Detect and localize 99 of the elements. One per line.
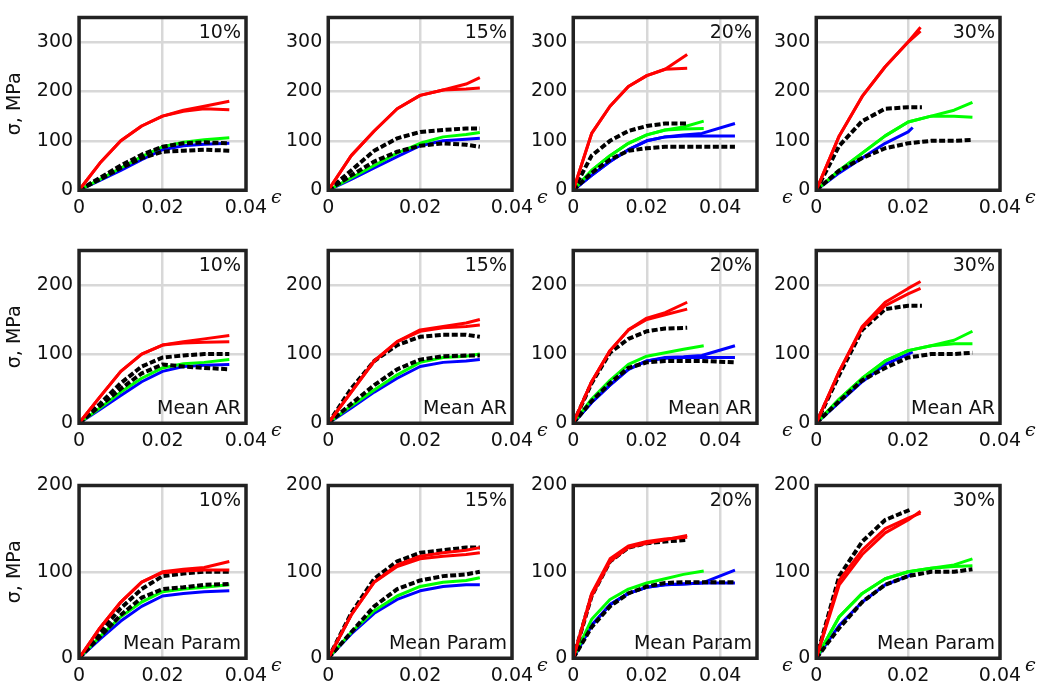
x-tick-label: 0.02	[141, 427, 184, 450]
y-tick-label: 100	[36, 558, 74, 581]
y-tick-label: 200	[36, 472, 74, 495]
x-tick-label: 0.04	[490, 662, 534, 685]
y-tick-label: 200	[531, 271, 568, 294]
y-axis-title: σ, MPa	[2, 305, 25, 369]
y-tick-label: 300	[531, 29, 568, 52]
x-tick-label: 0.04	[490, 427, 534, 450]
y-tick-label: 200	[36, 78, 74, 101]
annotation: 30%	[952, 487, 995, 510]
annotation: 15%	[464, 252, 507, 275]
annotation: Mean AR	[667, 395, 752, 418]
y-tick-label: 0	[60, 410, 74, 433]
x-tick-label: 0.02	[141, 194, 184, 217]
y-tick-label: 100	[774, 341, 811, 364]
x-axis-title: ϵ	[537, 185, 548, 208]
annotation: 20%	[709, 252, 752, 275]
y-tick-label: 200	[774, 271, 811, 294]
annotation: 30%	[952, 19, 995, 42]
x-tick-label: 0.02	[625, 662, 668, 685]
y-tick-label: 0	[555, 410, 568, 433]
y-tick-label: 200	[531, 78, 568, 101]
x-axis-title: ϵ	[1025, 418, 1036, 441]
annotation: 10%	[198, 487, 241, 510]
y-tick-label: 100	[36, 127, 74, 150]
x-tick-label: 0.02	[886, 427, 930, 450]
x-tick-label: 0.04	[490, 194, 534, 217]
x-axis-title: ϵ	[537, 418, 548, 441]
y-tick-label: 100	[286, 558, 323, 581]
y-tick-label: 0	[310, 410, 323, 433]
annotation: Mean AR	[910, 395, 995, 418]
y-tick-label: 100	[286, 341, 323, 364]
y-tick-label: 200	[286, 271, 323, 294]
x-tick-label: 0.02	[141, 662, 184, 685]
y-tick-label: 200	[36, 271, 74, 294]
x-tick-label: 0.04	[978, 427, 1022, 450]
y-tick-label: 0	[798, 645, 811, 668]
x-axis-title: ϵ	[782, 418, 793, 441]
x-tick-label: 0.04	[224, 427, 268, 450]
y-tick-label: 0	[310, 645, 323, 668]
x-tick-label: 0.04	[978, 194, 1022, 217]
x-axis-title: ϵ	[271, 185, 282, 208]
y-tick-label: 200	[774, 472, 811, 495]
y-tick-label: 0	[310, 177, 323, 200]
annotation: 10%	[198, 252, 241, 275]
y-tick-label: 100	[531, 558, 568, 581]
x-tick-label: 0.04	[699, 662, 742, 685]
annotation: Mean Param	[876, 630, 995, 653]
x-tick-label: 0.04	[224, 194, 268, 217]
y-tick-label: 100	[531, 341, 568, 364]
y-tick-label: 200	[286, 78, 323, 101]
x-tick-label: 0.04	[699, 427, 742, 450]
x-axis-title: ϵ	[782, 185, 793, 208]
y-tick-label: 100	[774, 558, 811, 581]
y-tick-label: 100	[36, 341, 74, 364]
x-tick-label: 0.04	[699, 194, 742, 217]
y-tick-label: 0	[60, 645, 74, 668]
y-tick-label: 0	[60, 177, 74, 200]
y-axis-title: σ, MPa	[2, 72, 25, 136]
x-tick-label: 0.02	[886, 194, 930, 217]
y-tick-label: 0	[798, 410, 811, 433]
y-tick-label: 100	[774, 127, 811, 150]
x-tick-label: 0.02	[886, 662, 930, 685]
x-tick-label: 0.02	[398, 194, 442, 217]
x-tick-label: 0.04	[978, 662, 1022, 685]
y-tick-label: 0	[798, 177, 811, 200]
x-axis-title: ϵ	[1025, 653, 1036, 676]
y-tick-label: 0	[555, 177, 568, 200]
annotation: Mean Param	[633, 630, 752, 653]
x-axis-title: ϵ	[271, 418, 282, 441]
y-tick-label: 200	[774, 78, 811, 101]
annotation: 10%	[198, 19, 241, 42]
x-tick-label: 0.04	[224, 662, 268, 685]
annotation: Mean AR	[422, 395, 507, 418]
x-axis-title: ϵ	[537, 653, 548, 676]
annotation: 20%	[709, 487, 752, 510]
annotation: 20%	[709, 19, 752, 42]
annotation: 30%	[952, 252, 995, 275]
y-axis-title: σ, MPa	[2, 540, 25, 604]
y-tick-label: 100	[286, 127, 323, 150]
x-axis-title: ϵ	[1025, 185, 1036, 208]
y-tick-label: 100	[531, 127, 568, 150]
annotation: 15%	[464, 487, 507, 510]
x-tick-label: 0.02	[398, 662, 442, 685]
annotation: Mean Param	[388, 630, 507, 653]
y-tick-label: 300	[286, 29, 323, 52]
x-tick-label: 0.02	[625, 194, 668, 217]
x-tick-label: 0.02	[625, 427, 668, 450]
y-tick-label: 200	[286, 472, 323, 495]
x-tick-label: 0.02	[398, 427, 442, 450]
annotation: Mean Param	[122, 630, 241, 653]
y-tick-label: 300	[36, 29, 74, 52]
y-tick-label: 200	[531, 472, 568, 495]
annotation: Mean AR	[156, 395, 241, 418]
x-axis-title: ϵ	[271, 653, 282, 676]
y-tick-label: 0	[555, 645, 568, 668]
y-tick-label: 300	[774, 29, 811, 52]
x-axis-title: ϵ	[782, 653, 793, 676]
annotation: 15%	[464, 19, 507, 42]
